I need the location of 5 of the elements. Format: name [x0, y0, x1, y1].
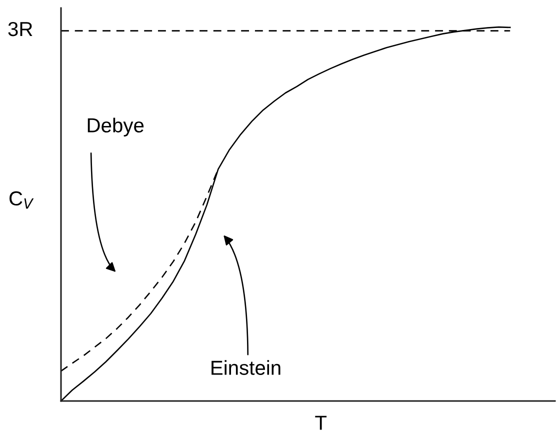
x-axis-title: T [315, 416, 327, 430]
ref-line-label: 3R [8, 22, 32, 36]
y-axis-title: C$_{V}$ [10, 191, 34, 209]
annotation: Debye [88, 118, 144, 136]
annotation: Einstein [212, 360, 280, 375]
